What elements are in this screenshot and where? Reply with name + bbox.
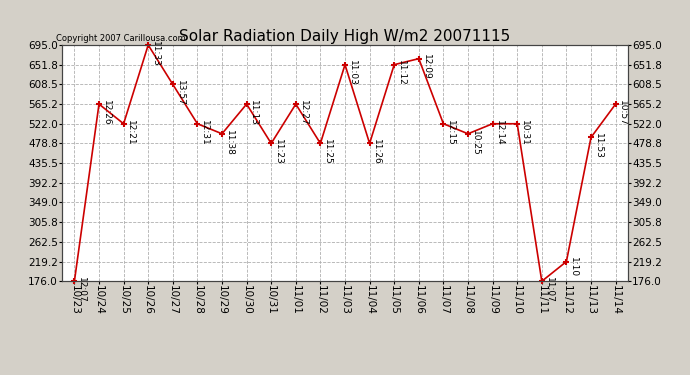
Text: 11:38: 11:38 (225, 130, 234, 156)
Text: 10:25: 10:25 (471, 130, 480, 155)
Text: 12:31: 12:31 (200, 120, 209, 146)
Text: 11:23: 11:23 (274, 139, 283, 165)
Text: 12:27: 12:27 (299, 100, 308, 126)
Text: 10:57: 10:57 (618, 100, 627, 126)
Text: 13:57: 13:57 (175, 80, 185, 106)
Title: Solar Radiation Daily High W/m2 20071115: Solar Radiation Daily High W/m2 20071115 (179, 29, 511, 44)
Text: 11:13: 11:13 (249, 100, 258, 126)
Text: 11:26: 11:26 (373, 139, 382, 165)
Text: 12:21: 12:21 (126, 120, 135, 145)
Text: 11:07: 11:07 (544, 277, 553, 303)
Text: 12:14: 12:14 (495, 120, 504, 145)
Text: 11:25: 11:25 (323, 139, 332, 165)
Text: 12:26: 12:26 (102, 100, 111, 126)
Text: 12:07: 12:07 (77, 277, 86, 303)
Text: 12:15: 12:15 (446, 120, 455, 146)
Text: 11:12: 11:12 (397, 60, 406, 86)
Text: 11:53: 11:53 (594, 133, 603, 159)
Text: 12:09: 12:09 (422, 54, 431, 80)
Text: 10:31: 10:31 (520, 120, 529, 146)
Text: Copyright 2007 Carillousa.com: Copyright 2007 Carillousa.com (57, 34, 186, 43)
Text: 11:03: 11:03 (348, 60, 357, 86)
Text: 1:10: 1:10 (569, 257, 578, 278)
Text: 11:33: 11:33 (151, 41, 160, 67)
